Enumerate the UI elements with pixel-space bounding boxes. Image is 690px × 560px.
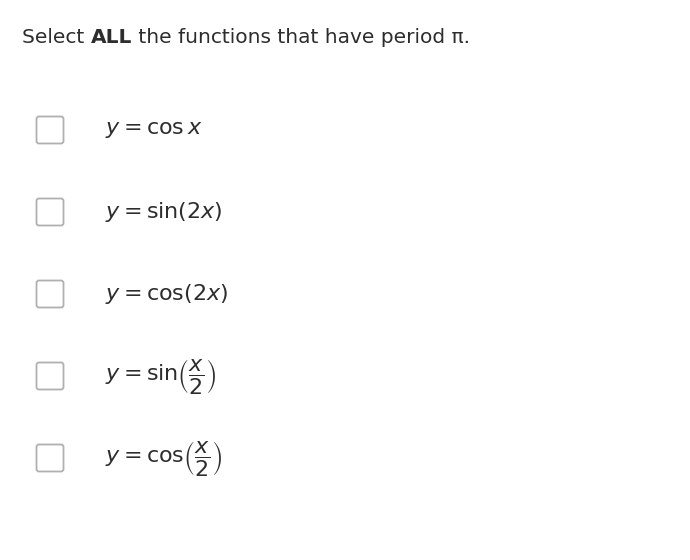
Text: ALL: ALL [90, 28, 132, 47]
Text: $y = \sin\!\left(\dfrac{x}{2}\right)$: $y = \sin\!\left(\dfrac{x}{2}\right)$ [105, 357, 217, 395]
Text: $y = \cos x$: $y = \cos x$ [105, 120, 202, 140]
FancyBboxPatch shape [37, 362, 63, 390]
Text: Select: Select [22, 28, 90, 47]
Text: $y = \sin(2x)$: $y = \sin(2x)$ [105, 200, 223, 224]
FancyBboxPatch shape [37, 281, 63, 307]
Text: the functions that have period π.: the functions that have period π. [132, 28, 470, 47]
FancyBboxPatch shape [37, 116, 63, 143]
Text: $y = \cos\!\left(\dfrac{x}{2}\right)$: $y = \cos\!\left(\dfrac{x}{2}\right)$ [105, 438, 222, 478]
FancyBboxPatch shape [37, 198, 63, 226]
Text: $y = \cos(2x)$: $y = \cos(2x)$ [105, 282, 228, 306]
FancyBboxPatch shape [37, 445, 63, 472]
